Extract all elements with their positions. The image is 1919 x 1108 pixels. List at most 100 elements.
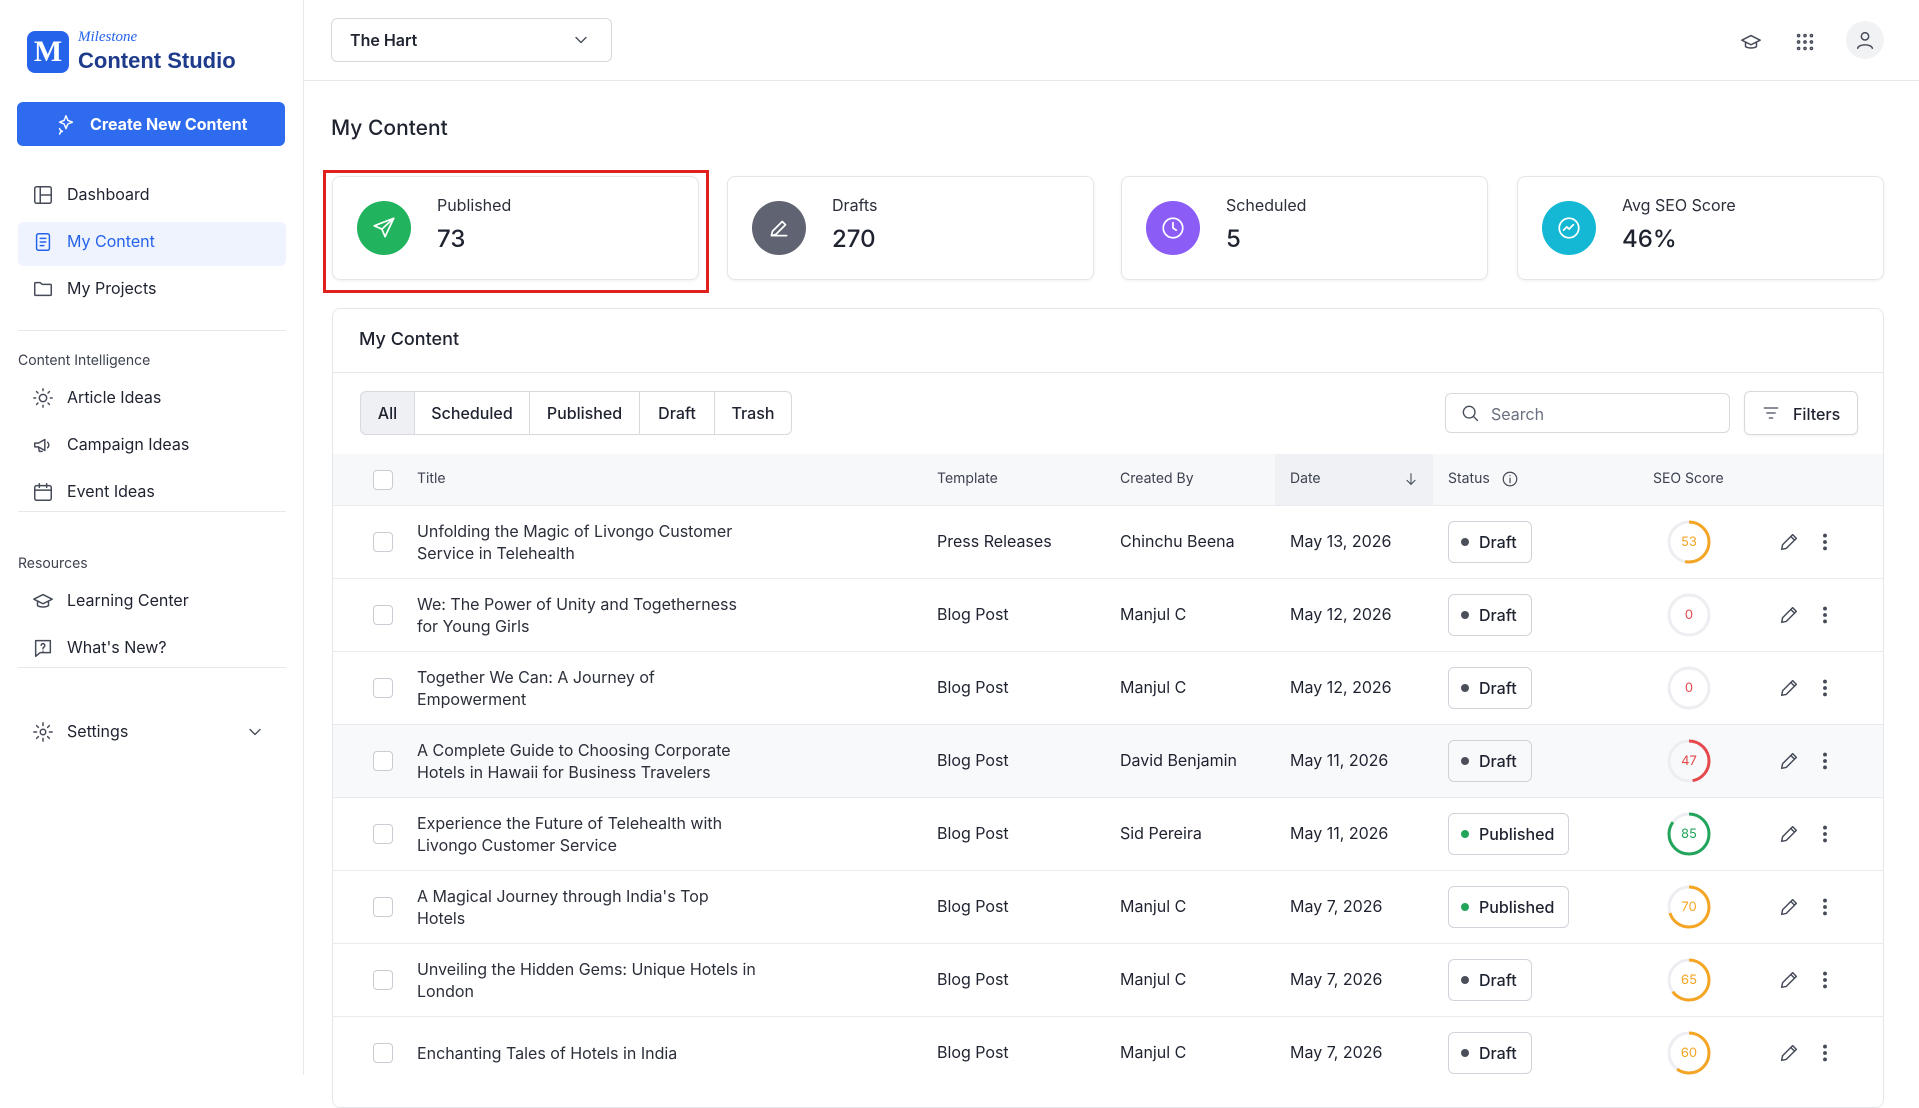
row-date: May 12, 2026 <box>1290 676 1392 697</box>
row-date: May 7, 2026 <box>1290 968 1383 989</box>
status-dot <box>1461 537 1469 546</box>
edit-icon[interactable] <box>1778 1042 1800 1064</box>
stat-value: 46% <box>1622 224 1677 253</box>
checkbox[interactable] <box>373 531 393 552</box>
stat-icon <box>373 217 395 238</box>
tab[interactable]: All <box>360 391 415 435</box>
nav-icon <box>34 438 50 453</box>
status-badge: Draft <box>1448 958 1532 1001</box>
nav-icon <box>34 281 52 297</box>
row-title[interactable]: A Complete Guide to Choosing Corporate H… <box>417 739 731 782</box>
checkbox[interactable] <box>373 896 393 917</box>
row-divider <box>333 943 1883 944</box>
edit-icon[interactable] <box>1778 969 1800 991</box>
stat-card: Published 73 <box>332 176 699 280</box>
row-created-by: Manjul C <box>1120 603 1187 624</box>
column-header[interactable]: Date <box>1290 470 1321 487</box>
tab[interactable]: Scheduled <box>415 391 530 435</box>
tab[interactable]: Draft <box>640 391 715 435</box>
more-icon[interactable] <box>1814 896 1836 918</box>
create-button[interactable]: Create New Content <box>17 102 285 146</box>
edit-icon[interactable] <box>1778 531 1800 553</box>
nav-active-bg <box>18 222 286 266</box>
checkbox[interactable] <box>373 604 393 625</box>
nav-item[interactable]: Learning Center <box>67 590 189 610</box>
nav-item[interactable]: What's New? <box>67 637 167 657</box>
nav-item[interactable]: Settings <box>67 721 129 741</box>
user-icon <box>1856 31 1874 49</box>
more-icon[interactable] <box>1814 1042 1836 1064</box>
checkbox[interactable] <box>373 969 393 990</box>
tab[interactable]: Published <box>530 391 640 435</box>
table-header-bg <box>333 454 1883 505</box>
checkbox[interactable] <box>373 1042 393 1063</box>
project-name: The Hart <box>350 30 418 50</box>
ring-arc <box>1667 1031 1711 1074</box>
status-dot <box>1461 683 1469 692</box>
section-title: Content Intelligence <box>18 352 151 369</box>
nav-item[interactable]: My Projects <box>67 278 157 298</box>
more-icon[interactable] <box>1814 677 1836 699</box>
project-dropdown[interactable]: The Hart <box>331 18 612 62</box>
seo-score: 70 <box>1681 898 1697 915</box>
filters-button[interactable]: Filters <box>1744 391 1858 435</box>
edit-icon[interactable] <box>1778 677 1800 699</box>
nav-item[interactable]: Dashboard <box>67 184 150 204</box>
seo-score: 85 <box>1681 825 1697 842</box>
search-box[interactable]: Search <box>1445 393 1730 433</box>
highlight-box <box>323 170 709 293</box>
row-created-by: Sid Pereira <box>1120 822 1202 843</box>
stat-card: Drafts 270 <box>727 176 1094 280</box>
ring-arc <box>1667 958 1711 1001</box>
nav-item[interactable]: Article Ideas <box>67 387 162 407</box>
row-date: May 12, 2026 <box>1290 603 1392 624</box>
ring-arc <box>1667 812 1711 855</box>
checkbox[interactable] <box>373 750 393 771</box>
row-date: May 13, 2026 <box>1290 530 1392 551</box>
row-template: Blog Post <box>937 603 1009 624</box>
nav-item[interactable]: Event Ideas <box>67 481 155 501</box>
row-divider <box>333 797 1883 798</box>
seo-ring <box>1667 666 1711 709</box>
brand-name: Content Studio <box>78 48 236 73</box>
ring-arc <box>1667 885 1711 928</box>
nav-item[interactable]: Campaign Ideas <box>67 434 190 454</box>
logo: M <box>27 31 69 73</box>
more-icon[interactable] <box>1814 823 1836 845</box>
filter-icon <box>1763 407 1779 419</box>
more-icon[interactable] <box>1814 750 1836 772</box>
nav-item[interactable]: My Content <box>67 231 155 251</box>
row-title[interactable]: Together We Can: A Journey of Empowermen… <box>417 666 655 709</box>
more-icon[interactable] <box>1814 604 1836 626</box>
column-header: Template <box>937 470 998 487</box>
checkbox[interactable] <box>373 677 393 698</box>
edit-icon[interactable] <box>1778 750 1800 772</box>
row-title[interactable]: Unfolding the Magic of Livongo Customer … <box>417 520 733 563</box>
tab[interactable]: Trash <box>715 391 792 435</box>
edit-icon[interactable] <box>1778 896 1800 918</box>
learn-icon <box>1741 34 1761 49</box>
more-icon[interactable] <box>1814 969 1836 991</box>
row-date: May 11, 2026 <box>1290 822 1389 843</box>
more-icon[interactable] <box>1814 531 1836 553</box>
checkbox[interactable] <box>373 470 393 490</box>
edit-icon[interactable] <box>1778 823 1800 845</box>
sparkle-icon <box>58 115 74 135</box>
row-title[interactable]: We: The Power of Unity and Togetherness … <box>417 593 737 636</box>
settings-icon <box>33 722 53 742</box>
seo-score: 0 <box>1684 679 1694 696</box>
search-placeholder: Search <box>1491 404 1545 424</box>
row-divider <box>333 578 1883 579</box>
stat-label: Scheduled <box>1226 195 1307 215</box>
divider <box>333 372 1883 373</box>
row-title[interactable]: Experience the Future of Telehealth with… <box>417 812 723 855</box>
row-created-by: Manjul C <box>1120 895 1187 916</box>
row-divider <box>333 870 1883 871</box>
row-created-by: David Benjamin <box>1120 749 1237 770</box>
row-title[interactable]: Unveiling the Hidden Gems: Unique Hotels… <box>417 958 756 1001</box>
edit-icon[interactable] <box>1778 604 1800 626</box>
checkbox[interactable] <box>373 823 393 844</box>
row-title[interactable]: A Magical Journey through India's Top Ho… <box>417 885 709 928</box>
status-badge: Draft <box>1448 593 1532 636</box>
row-title[interactable]: Enchanting Tales of Hotels in India <box>417 1042 678 1063</box>
